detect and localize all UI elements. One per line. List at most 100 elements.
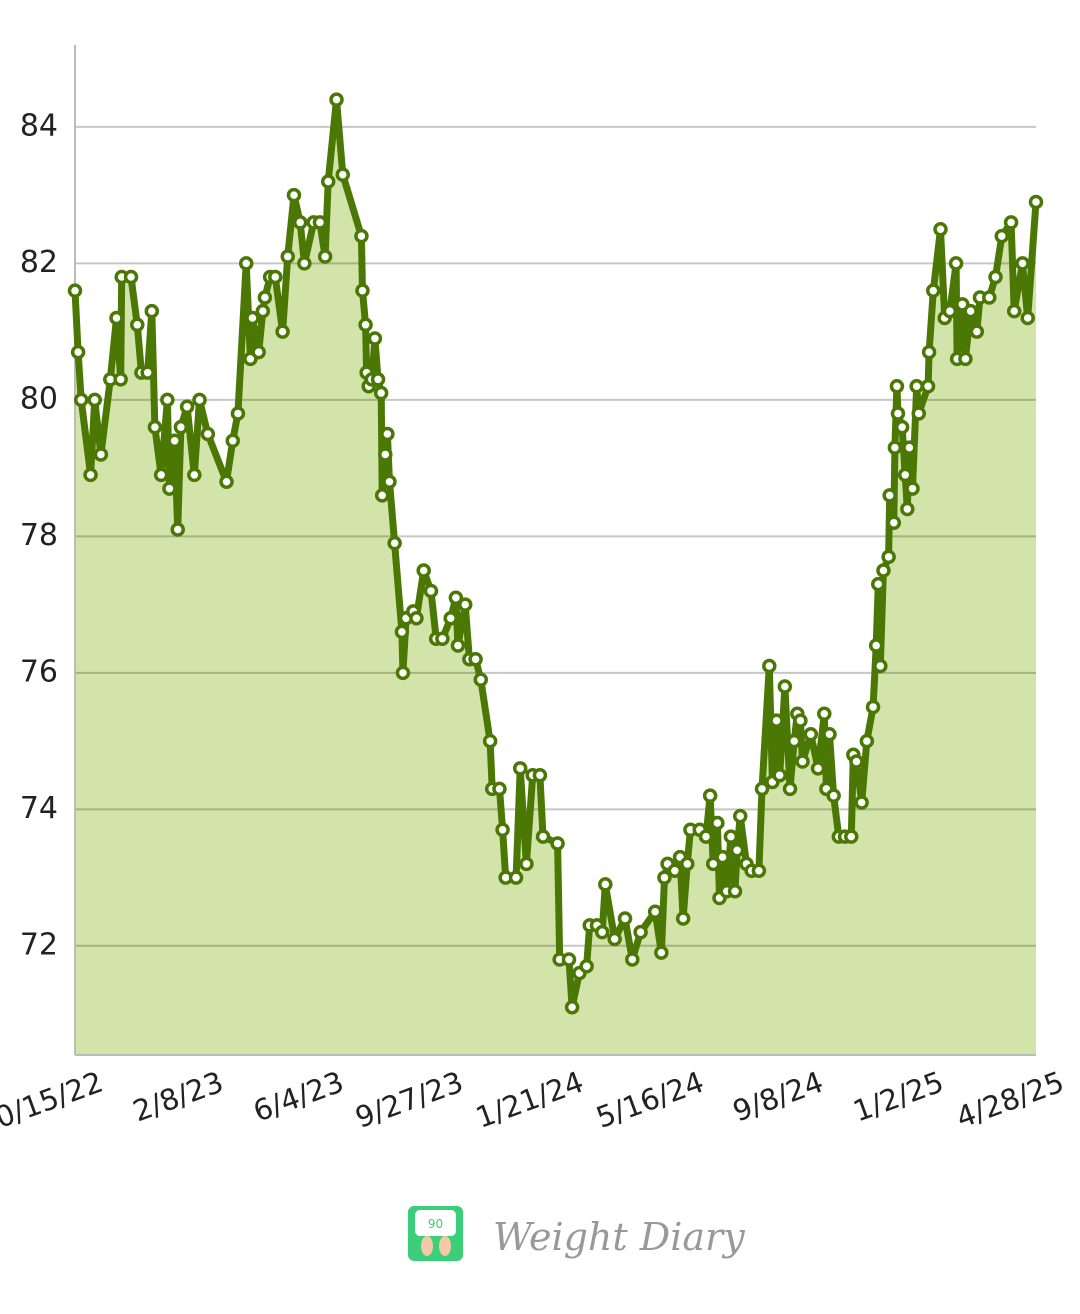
- point: [994, 228, 1010, 244]
- point: [902, 440, 917, 455]
- point: [378, 447, 393, 462]
- point: [754, 781, 770, 797]
- point: [370, 372, 386, 387]
- point: [448, 590, 464, 606]
- point: [963, 303, 978, 319]
- point: [675, 911, 691, 926]
- point: [729, 843, 745, 858]
- point: [667, 863, 683, 878]
- point: [140, 365, 155, 380]
- point: [173, 419, 189, 435]
- point: [73, 392, 89, 408]
- point: [826, 788, 841, 803]
- point: [561, 952, 577, 967]
- point: [297, 256, 312, 271]
- point: [702, 788, 718, 803]
- point: [647, 904, 663, 919]
- point: [512, 761, 528, 776]
- point: [654, 945, 669, 960]
- y-tick-label: 82: [20, 245, 58, 280]
- x-tick-label: 5/16/24: [592, 1065, 709, 1135]
- point: [889, 378, 905, 394]
- y-tick-label: 72: [20, 927, 58, 962]
- point: [633, 924, 648, 940]
- point: [905, 481, 920, 496]
- point: [160, 392, 175, 408]
- point: [130, 317, 145, 333]
- point: [881, 549, 896, 565]
- x-tick-label: 1/21/24: [471, 1065, 588, 1135]
- point: [1003, 215, 1019, 230]
- point: [508, 870, 524, 885]
- x-tick-label: 9/8/24: [728, 1065, 827, 1129]
- point: [473, 672, 489, 687]
- point: [849, 754, 864, 769]
- area: [75, 99, 1036, 1056]
- point: [335, 167, 351, 182]
- point: [803, 727, 819, 742]
- point: [958, 351, 973, 367]
- point: [255, 303, 271, 319]
- point: [920, 378, 936, 394]
- point: [886, 515, 902, 530]
- point: [732, 808, 748, 824]
- point: [988, 269, 1003, 285]
- point: [777, 679, 793, 694]
- point: [435, 631, 450, 646]
- point: [793, 713, 808, 728]
- point: [625, 952, 640, 967]
- point: [942, 303, 958, 319]
- point: [1006, 303, 1022, 319]
- point: [382, 474, 397, 490]
- point: [225, 433, 240, 449]
- point: [394, 624, 410, 640]
- point: [167, 433, 182, 449]
- point: [705, 856, 721, 872]
- point: [617, 911, 633, 926]
- point: [868, 638, 884, 653]
- point: [871, 576, 886, 592]
- point: [450, 638, 466, 653]
- point: [317, 249, 333, 264]
- line: [71, 96, 1040, 1011]
- point: [482, 733, 498, 749]
- point: [921, 344, 937, 360]
- point: [113, 372, 128, 387]
- point: [238, 256, 254, 271]
- point: [373, 385, 389, 401]
- point: [698, 829, 714, 844]
- point: [257, 290, 273, 305]
- point: [1015, 256, 1030, 271]
- point: [192, 392, 207, 408]
- point: [876, 563, 891, 578]
- point: [93, 447, 109, 462]
- point: [873, 658, 888, 674]
- point: [109, 310, 124, 326]
- point: [358, 317, 373, 333]
- point: [762, 658, 777, 674]
- point: [83, 467, 98, 483]
- y-tick-label: 74: [20, 791, 58, 826]
- y-tick-label: 76: [20, 654, 58, 689]
- point: [817, 706, 832, 722]
- y-tick-label: 78: [20, 518, 58, 553]
- point: [782, 781, 798, 797]
- point: [926, 283, 941, 298]
- y-tick-label: 80: [20, 381, 58, 416]
- x-tick-label: 10/15/22: [0, 1065, 107, 1141]
- point: [443, 610, 458, 626]
- point: [245, 310, 260, 326]
- point: [70, 344, 86, 360]
- point: [769, 713, 784, 728]
- point: [457, 597, 473, 612]
- point: [594, 924, 610, 940]
- point: [598, 877, 613, 892]
- point: [200, 426, 216, 442]
- x-tick-label: 4/28/25: [952, 1065, 1069, 1135]
- x-tick-label: 2/8/23: [128, 1065, 227, 1129]
- point: [409, 610, 424, 626]
- point: [153, 467, 169, 483]
- point: [1020, 310, 1035, 326]
- point: [292, 215, 308, 230]
